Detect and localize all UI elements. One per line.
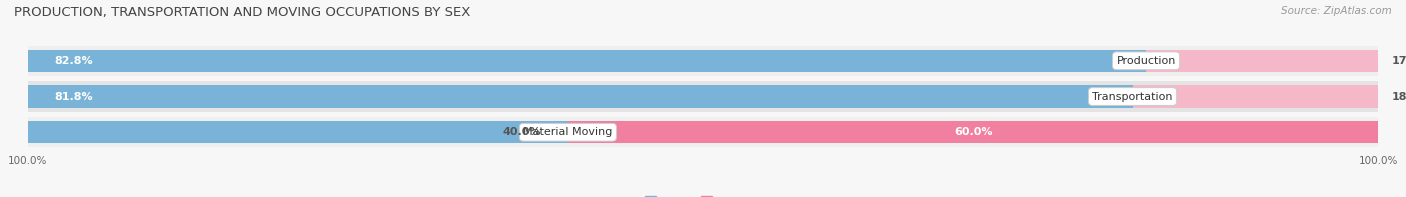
Text: 18.2%: 18.2% xyxy=(1392,92,1406,101)
Bar xyxy=(568,121,1378,143)
Text: 82.8%: 82.8% xyxy=(55,56,93,66)
Text: PRODUCTION, TRANSPORTATION AND MOVING OCCUPATIONS BY SEX: PRODUCTION, TRANSPORTATION AND MOVING OC… xyxy=(14,6,471,19)
Bar xyxy=(1133,85,1378,108)
Bar xyxy=(28,46,1378,76)
Text: 40.0%: 40.0% xyxy=(502,127,541,137)
Bar xyxy=(28,85,1133,108)
Bar xyxy=(28,117,1378,147)
Legend: Male, Female: Male, Female xyxy=(641,192,765,197)
Text: 81.8%: 81.8% xyxy=(55,92,93,101)
Bar xyxy=(28,81,1378,112)
Text: 17.2%: 17.2% xyxy=(1392,56,1406,66)
Text: 60.0%: 60.0% xyxy=(953,127,993,137)
Bar xyxy=(1146,50,1378,72)
Bar xyxy=(28,50,1146,72)
Text: Material Moving: Material Moving xyxy=(523,127,613,137)
Text: Production: Production xyxy=(1116,56,1175,66)
Bar xyxy=(28,121,568,143)
Text: Source: ZipAtlas.com: Source: ZipAtlas.com xyxy=(1281,6,1392,16)
Text: Transportation: Transportation xyxy=(1092,92,1173,101)
